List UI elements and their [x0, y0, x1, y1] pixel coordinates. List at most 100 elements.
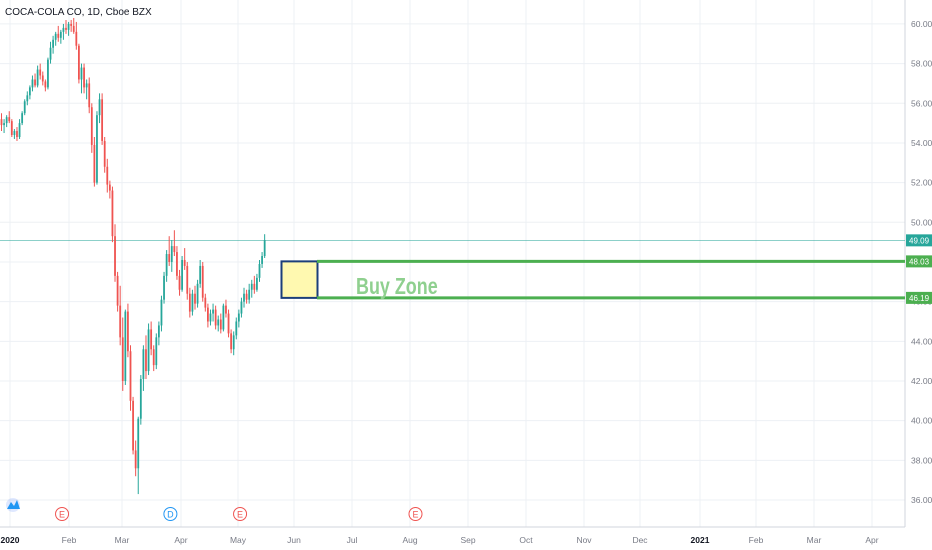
candle[interactable] — [186, 261, 189, 300]
candle[interactable] — [160, 295, 163, 332]
candle[interactable] — [157, 321, 160, 346]
candle[interactable] — [52, 35, 54, 54]
candle[interactable] — [13, 129, 16, 139]
candle[interactable] — [173, 230, 176, 257]
candle[interactable] — [256, 273, 258, 292]
candle[interactable] — [10, 119, 13, 137]
candle[interactable] — [207, 303, 209, 328]
buy-zone-box[interactable] — [280, 260, 319, 299]
candle[interactable] — [127, 303, 129, 358]
candle[interactable] — [263, 234, 266, 259]
candle[interactable] — [124, 309, 127, 385]
candle[interactable] — [47, 57, 49, 90]
candle[interactable] — [134, 440, 137, 477]
candle[interactable] — [258, 259, 261, 282]
candle[interactable] — [88, 77, 91, 114]
candle[interactable] — [209, 309, 212, 326]
candle[interactable] — [248, 283, 251, 304]
candle[interactable] — [142, 345, 145, 391]
candle[interactable] — [152, 345, 155, 372]
candle[interactable] — [230, 329, 233, 354]
candle[interactable] — [106, 158, 109, 193]
candle[interactable] — [240, 297, 243, 318]
candle[interactable] — [67, 21, 70, 36]
time-axis[interactable]: 2020 Feb Mar Apr May Jun Jul Aug Sep Oct Nov Dec 202… — [1, 535, 879, 545]
candle[interactable] — [49, 41, 52, 64]
candle[interactable] — [222, 303, 225, 332]
candle[interactable] — [3, 119, 5, 134]
candle[interactable] — [57, 25, 60, 42]
candle[interactable] — [183, 248, 186, 270]
candle[interactable] — [165, 250, 168, 282]
candle[interactable] — [199, 259, 202, 288]
candle[interactable] — [108, 180, 111, 199]
candle[interactable] — [103, 136, 106, 173]
candle[interactable] — [23, 99, 26, 116]
candle[interactable] — [132, 396, 134, 455]
candle[interactable] — [70, 19, 73, 32]
candle[interactable] — [114, 224, 116, 282]
candle[interactable] — [119, 285, 122, 346]
candle[interactable] — [62, 23, 65, 40]
candle[interactable] — [16, 127, 18, 141]
earnings-marker[interactable]: E — [408, 507, 423, 521]
candle[interactable] — [145, 335, 147, 380]
tradingview-logo-icon[interactable] — [6, 498, 20, 512]
candle[interactable] — [72, 17, 75, 34]
candle[interactable] — [137, 416, 140, 495]
candle[interactable] — [243, 287, 245, 308]
dividend-marker[interactable]: D — [163, 507, 178, 521]
candle[interactable] — [5, 115, 8, 128]
candle[interactable] — [31, 75, 34, 92]
candle[interactable] — [80, 63, 83, 94]
earnings-marker[interactable]: E — [233, 507, 248, 521]
candle[interactable] — [168, 236, 171, 266]
candle[interactable] — [235, 317, 238, 340]
candle[interactable] — [65, 19, 67, 34]
candle[interactable] — [36, 65, 39, 88]
candle[interactable] — [194, 285, 196, 310]
candle[interactable] — [237, 309, 240, 328]
candle[interactable] — [59, 29, 62, 44]
candle[interactable] — [93, 136, 96, 187]
candle[interactable] — [212, 303, 214, 322]
candle[interactable] — [129, 345, 132, 411]
candle[interactable] — [121, 317, 124, 391]
candle[interactable] — [201, 261, 204, 302]
candle[interactable] — [26, 91, 29, 106]
candle[interactable] — [163, 271, 165, 304]
candle[interactable] — [44, 79, 47, 92]
candle[interactable] — [250, 279, 253, 298]
candle[interactable] — [261, 252, 263, 268]
candle[interactable] — [90, 103, 93, 153]
candle[interactable] — [188, 287, 191, 318]
candle[interactable] — [170, 240, 173, 272]
candle[interactable] — [191, 289, 194, 316]
candle[interactable] — [178, 269, 181, 296]
candle[interactable] — [75, 21, 78, 50]
candle[interactable] — [41, 71, 44, 86]
candle[interactable] — [225, 299, 227, 318]
candle[interactable] — [18, 119, 21, 139]
candle[interactable] — [98, 93, 101, 124]
candle[interactable] — [181, 256, 183, 292]
candle[interactable] — [21, 111, 24, 126]
candle[interactable] — [214, 305, 217, 330]
candle[interactable] — [0, 113, 3, 132]
candle[interactable] — [150, 321, 153, 356]
candle[interactable] — [101, 93, 104, 145]
candle[interactable] — [83, 63, 85, 94]
candle[interactable] — [232, 331, 235, 356]
candle[interactable] — [96, 111, 98, 185]
candle[interactable] — [155, 333, 158, 370]
candle[interactable] — [253, 275, 256, 294]
candle[interactable] — [8, 111, 11, 124]
candle[interactable] — [217, 315, 220, 332]
candle[interactable] — [227, 309, 230, 338]
earnings-marker[interactable]: E — [55, 507, 70, 521]
candle[interactable] — [28, 85, 31, 100]
candle[interactable] — [78, 43, 80, 84]
candle[interactable] — [116, 271, 119, 312]
candle[interactable] — [176, 246, 178, 280]
